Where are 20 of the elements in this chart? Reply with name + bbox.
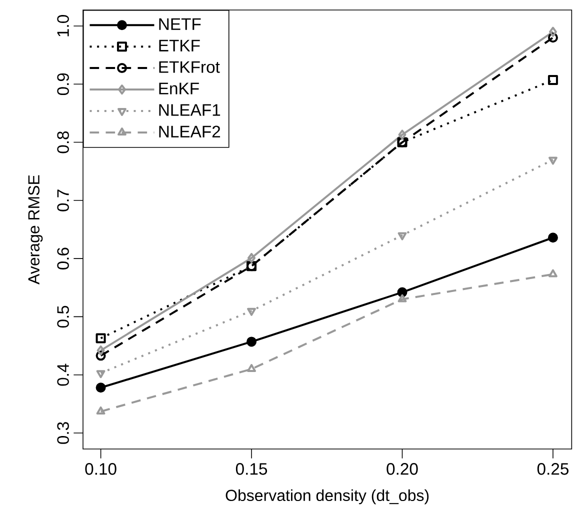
- legend-label: NETF: [159, 18, 201, 30]
- legend-label: ETKF: [159, 40, 200, 52]
- y-tick-label: 0.4: [57, 364, 69, 386]
- legend-label: NLEAF2: [159, 126, 220, 138]
- legend-label: NLEAF1: [159, 104, 220, 116]
- y-tick-label: 0.9: [57, 73, 69, 96]
- x-tick-label: 0.25: [537, 463, 568, 475]
- x-axis-title: Observation density (dt_obs): [226, 489, 429, 504]
- y-tick-label: 0.5: [57, 306, 69, 328]
- legend-label: ETKFrot: [159, 61, 220, 73]
- y-axis-title: Average RMSE: [28, 175, 43, 284]
- x-tick-label: 0.15: [236, 463, 268, 475]
- y-tick-label: 0.6: [57, 248, 69, 270]
- x-tick-label: 0.20: [386, 463, 418, 475]
- legend-label: EnKF: [159, 82, 199, 94]
- y-tick-label: 0.8: [57, 131, 69, 154]
- y-tick-label: 1.0: [57, 15, 69, 36]
- y-tick-label: 0.7: [57, 190, 69, 212]
- y-tick-label: 0.3: [57, 422, 69, 444]
- x-tick-label: 0.10: [85, 463, 116, 475]
